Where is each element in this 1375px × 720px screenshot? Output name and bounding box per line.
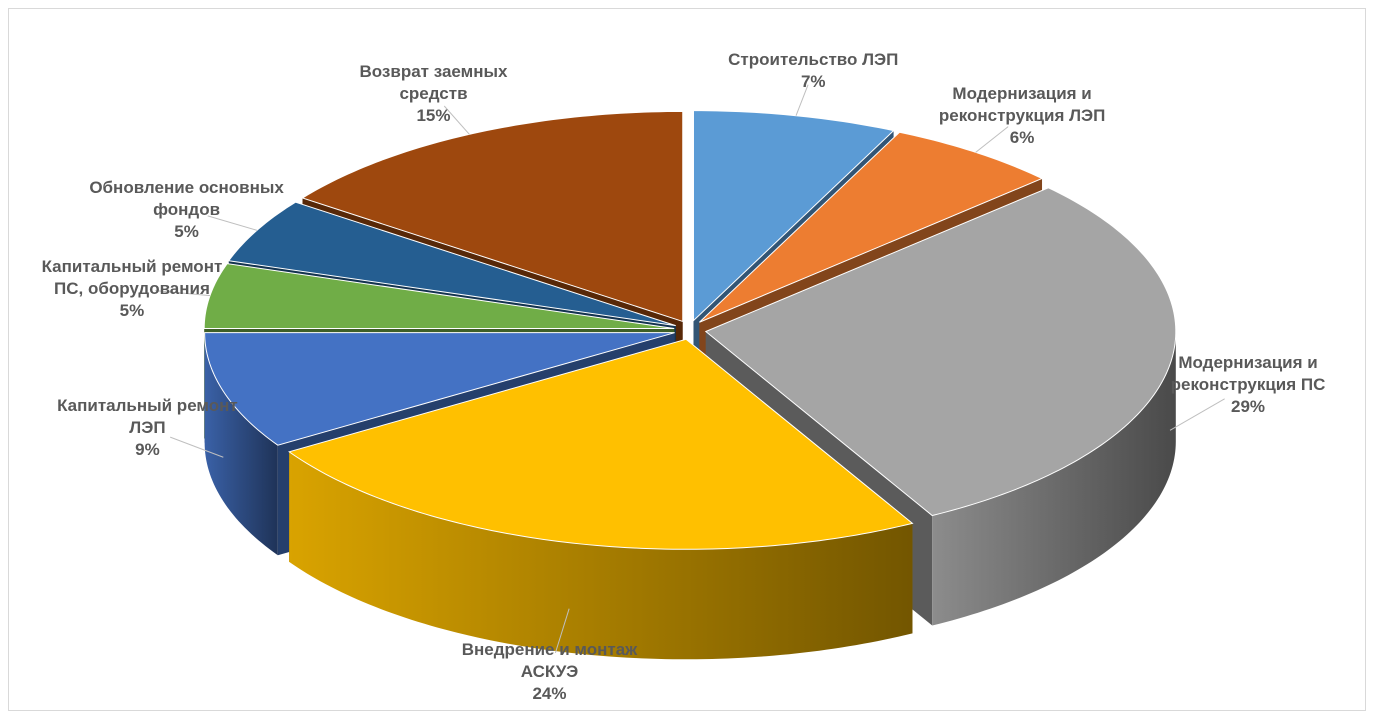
data-label: Обновление основных фондов 5%	[87, 177, 287, 243]
value-label: 7%	[800, 72, 826, 92]
leader-line	[443, 105, 470, 135]
slice	[704, 187, 1177, 517]
leader-line	[1169, 398, 1225, 431]
data-label: Модернизация и реконструкция ПС 29%	[1148, 352, 1348, 418]
leader-line	[554, 608, 570, 654]
category-label: Модернизация и реконструкция ЛЭП	[938, 83, 1106, 125]
slice-top	[692, 110, 895, 322]
data-label: Возврат заемных средств 15%	[333, 61, 533, 127]
slice	[203, 263, 675, 329]
leader-line	[795, 84, 809, 116]
category-label: Строительство ЛЭП	[728, 50, 899, 70]
slice-side	[932, 331, 1176, 626]
value-label: 6%	[1009, 127, 1035, 147]
data-label: Капитальный ремонт ЛЭП 9%	[47, 395, 247, 461]
data-label: Модернизация и реконструкция ЛЭП 6%	[922, 83, 1122, 149]
slice-top	[704, 187, 1177, 517]
category-label: Внедрение и монтаж АСКУЭ	[461, 639, 638, 681]
data-label: Внедрение и монтаж АСКУЭ 24%	[449, 639, 649, 705]
value-label: 9%	[135, 440, 160, 460]
slice-side	[204, 332, 278, 556]
value-label: 5%	[174, 221, 199, 241]
slice-top	[301, 110, 684, 323]
chart-frame	[8, 8, 1366, 711]
slice-top	[204, 332, 675, 446]
slice	[692, 110, 895, 322]
slice-side	[289, 451, 913, 660]
slice	[699, 131, 1044, 323]
leader-line	[155, 290, 211, 297]
slice-top	[203, 263, 675, 329]
leader-line	[207, 215, 258, 231]
value-label: 29%	[1231, 397, 1266, 417]
category-label: Возврат заемных средств	[359, 61, 508, 103]
leader-line	[975, 126, 1009, 153]
slice	[301, 110, 684, 323]
slice-top	[699, 131, 1044, 323]
leader-line	[170, 436, 224, 458]
data-label: Строительство ЛЭП 7%	[713, 49, 913, 93]
category-label: Обновление основных фондов	[89, 177, 284, 219]
slice	[288, 338, 914, 550]
category-label: Капитальный ремонт ПС, оборудования	[41, 256, 223, 298]
category-label: Капитальный ремонт ЛЭП	[57, 396, 238, 438]
slice-top	[288, 338, 914, 550]
slice	[227, 201, 676, 327]
value-label: 5%	[119, 300, 145, 320]
slice-top	[227, 201, 676, 327]
category-label: Модернизация и реконструкция ПС	[1170, 353, 1326, 395]
value-label: 15%	[416, 105, 451, 125]
data-label: Капитальный ремонт ПС, оборудования 5%	[32, 256, 232, 322]
slice	[204, 332, 675, 446]
value-label: 24%	[532, 683, 567, 703]
